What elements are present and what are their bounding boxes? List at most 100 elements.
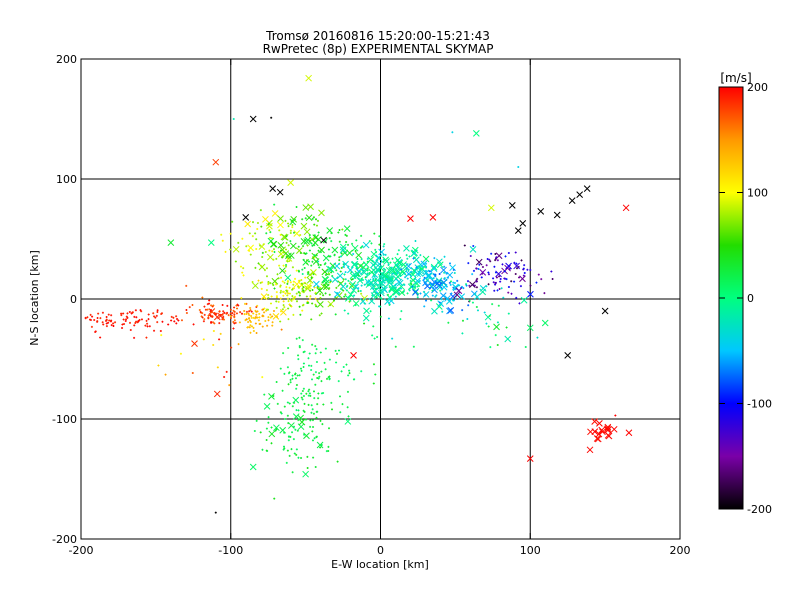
data-point (302, 289, 305, 292)
data-point-cross (362, 314, 370, 322)
data-point-cross (327, 266, 335, 273)
data-point (340, 266, 343, 269)
data-point (324, 239, 327, 242)
data-point (309, 425, 312, 428)
data-point (475, 267, 478, 270)
data-point (147, 313, 150, 316)
data-point (406, 277, 409, 280)
data-point (242, 274, 245, 277)
data-point-cross (407, 215, 414, 222)
data-point (312, 412, 315, 415)
data-point-cross (425, 272, 433, 280)
data-point (299, 367, 302, 370)
data-point (371, 334, 374, 337)
data-point-cross (593, 435, 601, 442)
data-point-cross (472, 130, 480, 137)
data-point (503, 270, 506, 273)
data-point-cross (277, 215, 284, 223)
data-point (285, 286, 288, 289)
data-point (412, 345, 415, 348)
data-point-cross (305, 214, 313, 222)
data-point (296, 429, 299, 432)
data-point (286, 290, 289, 293)
data-point (244, 302, 247, 305)
data-point (233, 306, 236, 309)
data-point (346, 284, 349, 287)
data-point (286, 282, 289, 285)
data-point-cross (375, 254, 383, 261)
data-point-cross (437, 300, 445, 307)
data-point-cross (346, 266, 354, 274)
data-point (275, 300, 278, 303)
data-point (273, 497, 276, 500)
data-point (372, 277, 375, 280)
data-point (255, 419, 258, 422)
data-point (306, 467, 309, 470)
data-point (550, 270, 553, 273)
data-point (283, 306, 286, 309)
data-point (206, 303, 209, 306)
data-point-cross (453, 291, 461, 299)
data-point (299, 313, 302, 316)
data-point (110, 324, 113, 327)
data-point (212, 321, 215, 324)
data-point (507, 286, 510, 289)
data-point-cross (277, 241, 285, 249)
data-point (450, 292, 453, 295)
data-point (223, 311, 226, 314)
data-point (522, 267, 525, 270)
data-point (501, 263, 504, 266)
data-point (259, 322, 262, 325)
data-point-cross (213, 313, 221, 321)
data-point (366, 257, 369, 260)
data-point (279, 285, 282, 288)
data-point (202, 320, 205, 323)
data-point-cross (284, 274, 292, 282)
data-point (443, 277, 446, 280)
data-point (312, 216, 315, 219)
data-point (121, 327, 124, 329)
data-point (292, 313, 295, 316)
data-point (267, 416, 270, 419)
data-point (338, 240, 341, 243)
data-point (467, 262, 470, 265)
data-point (295, 292, 298, 295)
data-point (319, 351, 322, 354)
data-point (309, 419, 312, 422)
data-point (286, 260, 289, 263)
data-point-cross (302, 470, 309, 478)
data-point (247, 326, 250, 329)
colorbar-tick-label: 200 (747, 81, 768, 94)
data-point (293, 297, 296, 300)
data-point (93, 318, 96, 321)
data-point (155, 314, 158, 317)
data-point (298, 305, 301, 308)
data-point-cross (303, 228, 311, 236)
data-point (452, 286, 455, 289)
data-point (303, 267, 306, 270)
data-point (108, 319, 111, 322)
data-point-cross (622, 204, 630, 212)
data-point (428, 270, 431, 273)
data-point (325, 450, 328, 453)
data-point (279, 291, 282, 294)
data-point (309, 394, 312, 397)
data-point (318, 372, 321, 375)
data-point (341, 403, 344, 406)
data-point (502, 296, 505, 299)
data-point (441, 310, 444, 313)
data-point (295, 269, 298, 272)
data-point (403, 272, 406, 275)
data-point (229, 308, 232, 311)
data-point (238, 321, 241, 324)
data-point (325, 237, 328, 240)
data-point (265, 308, 268, 311)
data-point-cross (268, 430, 276, 438)
data-point (324, 347, 327, 350)
data-point (283, 372, 286, 375)
data-point-cross (276, 188, 284, 196)
data-point (434, 295, 437, 298)
data-point (313, 234, 316, 237)
data-point-cross (586, 446, 594, 454)
data-point (212, 343, 215, 346)
